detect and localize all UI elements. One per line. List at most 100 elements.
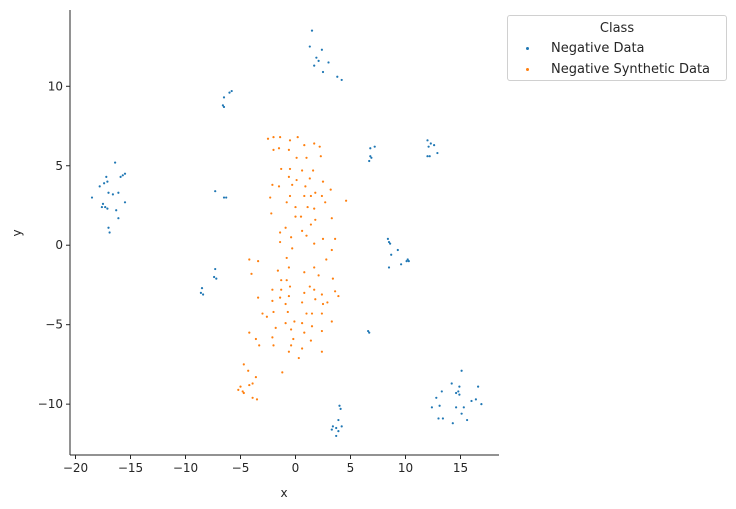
point-series0-64 [200,287,204,290]
point-series0-6 [327,61,330,64]
point-series1-47 [279,231,282,234]
point-series0-16 [373,145,376,148]
point-series1-36 [294,205,297,209]
point-series0-48 [214,190,217,193]
point-series0-59 [400,263,403,266]
point-series1-119 [251,382,254,385]
point-series0-51 [386,237,389,240]
point-series1-101 [248,331,251,334]
point-series0-45 [117,217,120,220]
point-series1-109 [290,344,293,347]
point-series1-56 [285,256,288,260]
point-series1-24 [291,183,294,186]
point-series1-125 [251,396,254,399]
ticks-layer: −20 −15 −10 −5 0 5 10 15 −10 −5 0 5 10 [38,79,468,475]
y-axis-label: y [10,229,24,236]
point-series0-71 [458,385,461,388]
point-series0-34 [98,185,101,188]
point-series1-4 [313,142,316,145]
point-series1-78 [337,294,340,298]
point-series1-35 [324,201,327,204]
point-series0-92 [337,418,340,422]
point-series1-114 [297,356,300,360]
point-series0-58 [407,260,410,263]
x-axis-label: x [280,486,287,500]
point-series0-24 [426,155,429,158]
point-series1-121 [239,385,242,388]
point-series0-56 [406,258,409,261]
point-series0-39 [101,202,105,205]
point-series1-30 [303,194,306,198]
point-series0-81 [430,406,433,409]
point-series0-38 [90,196,94,199]
point-series0-47 [108,231,111,234]
legend-label-negative-data: Negative Data [551,41,645,56]
point-series1-117 [281,371,284,374]
point-series0-18 [370,156,373,159]
legend-title: Class [599,21,635,36]
point-series1-63 [303,271,306,274]
point-series1-86 [326,301,329,304]
point-series0-20 [426,139,429,142]
point-series0-37 [107,191,110,194]
point-series1-60 [287,266,290,269]
point-series1-71 [271,288,274,291]
point-series1-40 [294,215,297,218]
point-series1-44 [284,226,287,229]
point-series1-104 [271,336,274,339]
point-series1-19 [295,178,298,182]
point-series1-28 [269,196,272,199]
point-series0-60 [387,266,391,269]
point-series1-100 [290,328,293,331]
point-series0-77 [435,396,438,399]
legend: Class Negative Data Negative Synthetic D… [507,15,727,81]
point-series1-46 [301,229,304,233]
point-series1-66 [317,274,320,277]
point-series1-126 [255,398,259,401]
point-series1-59 [325,258,328,261]
point-series1-90 [305,312,308,315]
point-series1-102 [303,331,306,334]
point-series1-65 [280,279,283,282]
point-series0-85 [460,412,463,415]
point-series0-25 [428,155,431,158]
point-series1-79 [257,296,260,299]
point-series0-96 [330,428,333,431]
point-series1-111 [301,347,304,350]
point-series0-73 [440,390,443,393]
point-series1-34 [285,201,288,204]
point-series0-9 [340,78,343,82]
point-series0-36 [117,191,120,194]
point-series0-97 [337,430,340,433]
legend-item-negative-data: Negative Data [526,41,645,56]
point-series0-42 [106,207,109,210]
point-series1-87 [272,310,275,314]
point-series1-48 [305,234,308,237]
point-series1-39 [270,212,273,215]
point-series0-23 [433,143,436,147]
x-tick-label: 15 [453,461,468,475]
point-series1-105 [254,337,257,341]
y-tick-label: 10 [48,79,63,93]
point-series1-69 [288,285,292,288]
point-series1-3 [296,136,299,139]
point-series1-68 [331,277,334,280]
x-tick-label: 5 [347,461,355,475]
point-series0-17 [369,155,372,158]
x-tick-label: −20 [63,461,88,475]
legend-marker-negative-data [526,47,529,50]
point-series0-62 [213,275,216,279]
point-series0-30 [119,175,122,178]
point-series1-31 [309,194,312,198]
point-series0-31 [105,175,108,178]
point-series1-107 [309,339,312,342]
point-series1-118 [254,376,257,379]
point-series0-14 [222,105,226,109]
point-series1-73 [313,288,316,291]
point-series1-64 [250,272,253,275]
point-series1-116 [247,369,250,372]
point-series1-124 [242,391,245,395]
point-series1-53 [321,237,325,240]
point-series0-35 [111,193,114,196]
point-series1-37 [306,205,309,209]
